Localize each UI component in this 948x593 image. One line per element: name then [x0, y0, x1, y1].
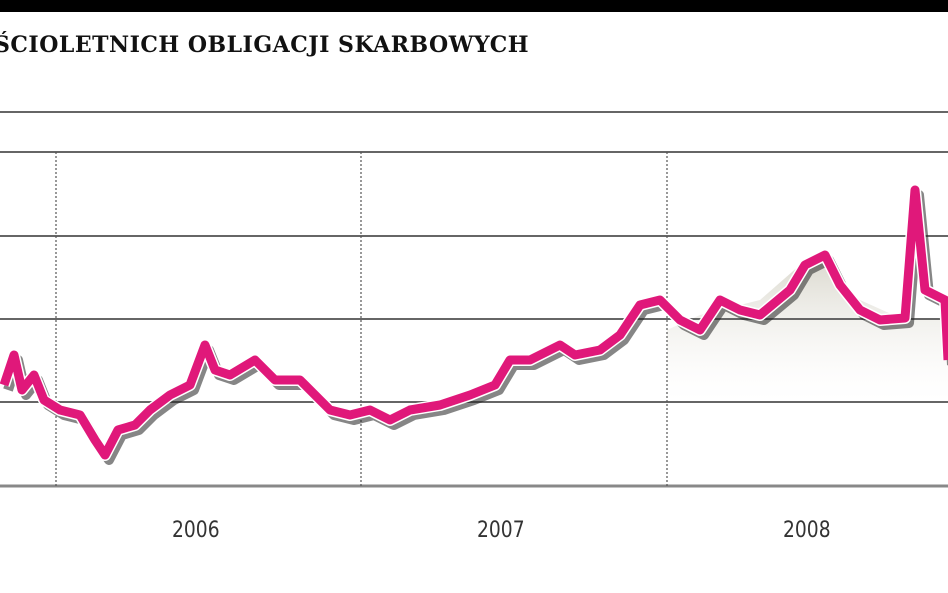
x-tick-2006: 2006 — [172, 518, 220, 543]
chart-title: ŚCIOLETNICH OBLIGACJI SKARBOWYCH — [0, 32, 530, 58]
top-bar — [0, 0, 948, 12]
forecast-shade — [667, 262, 948, 402]
yield-line — [0, 185, 948, 460]
x-tick-2007: 2007 — [477, 518, 525, 543]
x-tick-2008: 2008 — [783, 518, 831, 543]
